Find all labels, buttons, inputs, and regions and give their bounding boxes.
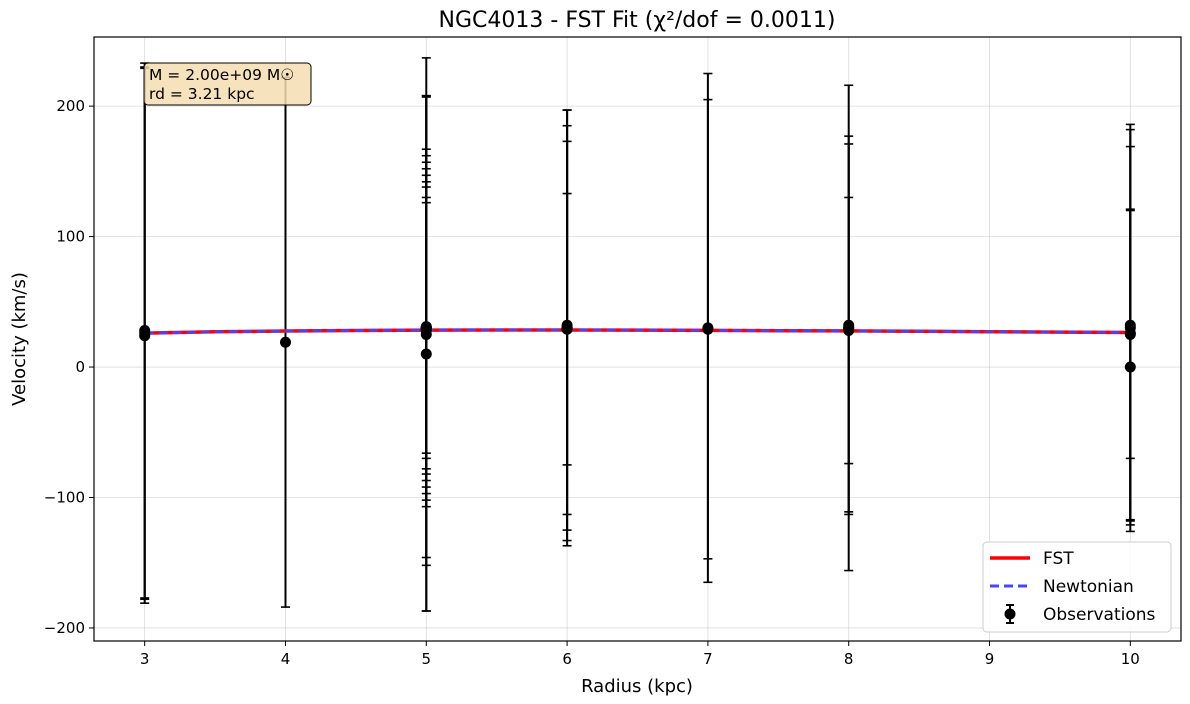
legend-fst-label: FST: [1043, 549, 1074, 569]
observation-point: [279, 336, 291, 348]
legend: FST Newtonian Observations: [982, 541, 1172, 633]
observation-markers: [139, 319, 1136, 373]
observation-point: [843, 322, 855, 334]
observation-point: [139, 327, 151, 339]
y-tick-label: 200: [56, 97, 85, 115]
y-tick-label: 100: [56, 228, 85, 246]
x-tick-label: 10: [1121, 650, 1140, 668]
observation-point: [702, 322, 714, 334]
x-tick-label: 7: [703, 650, 713, 668]
y-tick-label: −100: [44, 489, 85, 507]
annotation-background: [143, 62, 312, 106]
plot-frame: [93, 36, 1182, 642]
parameter-annotation: M = 2.00e+09 M☉ rd = 3.21 kpc: [143, 62, 312, 106]
y-axis-label: Velocity (km/s): [9, 272, 30, 406]
y-axis: −200 −100 0 100 200: [44, 97, 94, 637]
observation-point: [420, 322, 432, 334]
legend-observations-marker: [1004, 608, 1016, 620]
observation-point: [1124, 361, 1136, 373]
observations-series: [140, 57, 1135, 612]
observation-point: [561, 322, 573, 334]
legend-box: [982, 541, 1172, 633]
plot-area: [139, 57, 1136, 612]
observation-point: [1124, 322, 1136, 334]
annotation-mass: M = 2.00e+09 M☉: [149, 66, 294, 84]
x-tick-label: 4: [281, 650, 291, 668]
x-axis-label: Radius (kpc): [581, 676, 693, 697]
newtonian-curve: [144, 328, 1131, 335]
x-tick-label: 5: [422, 650, 432, 668]
observation-point: [420, 348, 432, 360]
x-tick-label: 3: [140, 650, 150, 668]
legend-observations-label: Observations: [1043, 605, 1156, 625]
annotation-rd: rd = 3.21 kpc: [149, 85, 255, 103]
chart-title: NGC4013 - FST Fit (χ²/dof = 0.0011): [439, 8, 836, 33]
x-tick-label: 9: [985, 650, 995, 668]
x-tick-label: 8: [844, 650, 854, 668]
y-tick-label: −200: [44, 619, 85, 637]
legend-newtonian-label: Newtonian: [1043, 577, 1134, 597]
fit-lines: [144, 328, 1131, 335]
x-tick-label: 6: [562, 650, 572, 668]
y-tick-label: 0: [75, 358, 85, 376]
x-axis: 3 4 5 6 7 8 9 10: [140, 641, 1140, 668]
